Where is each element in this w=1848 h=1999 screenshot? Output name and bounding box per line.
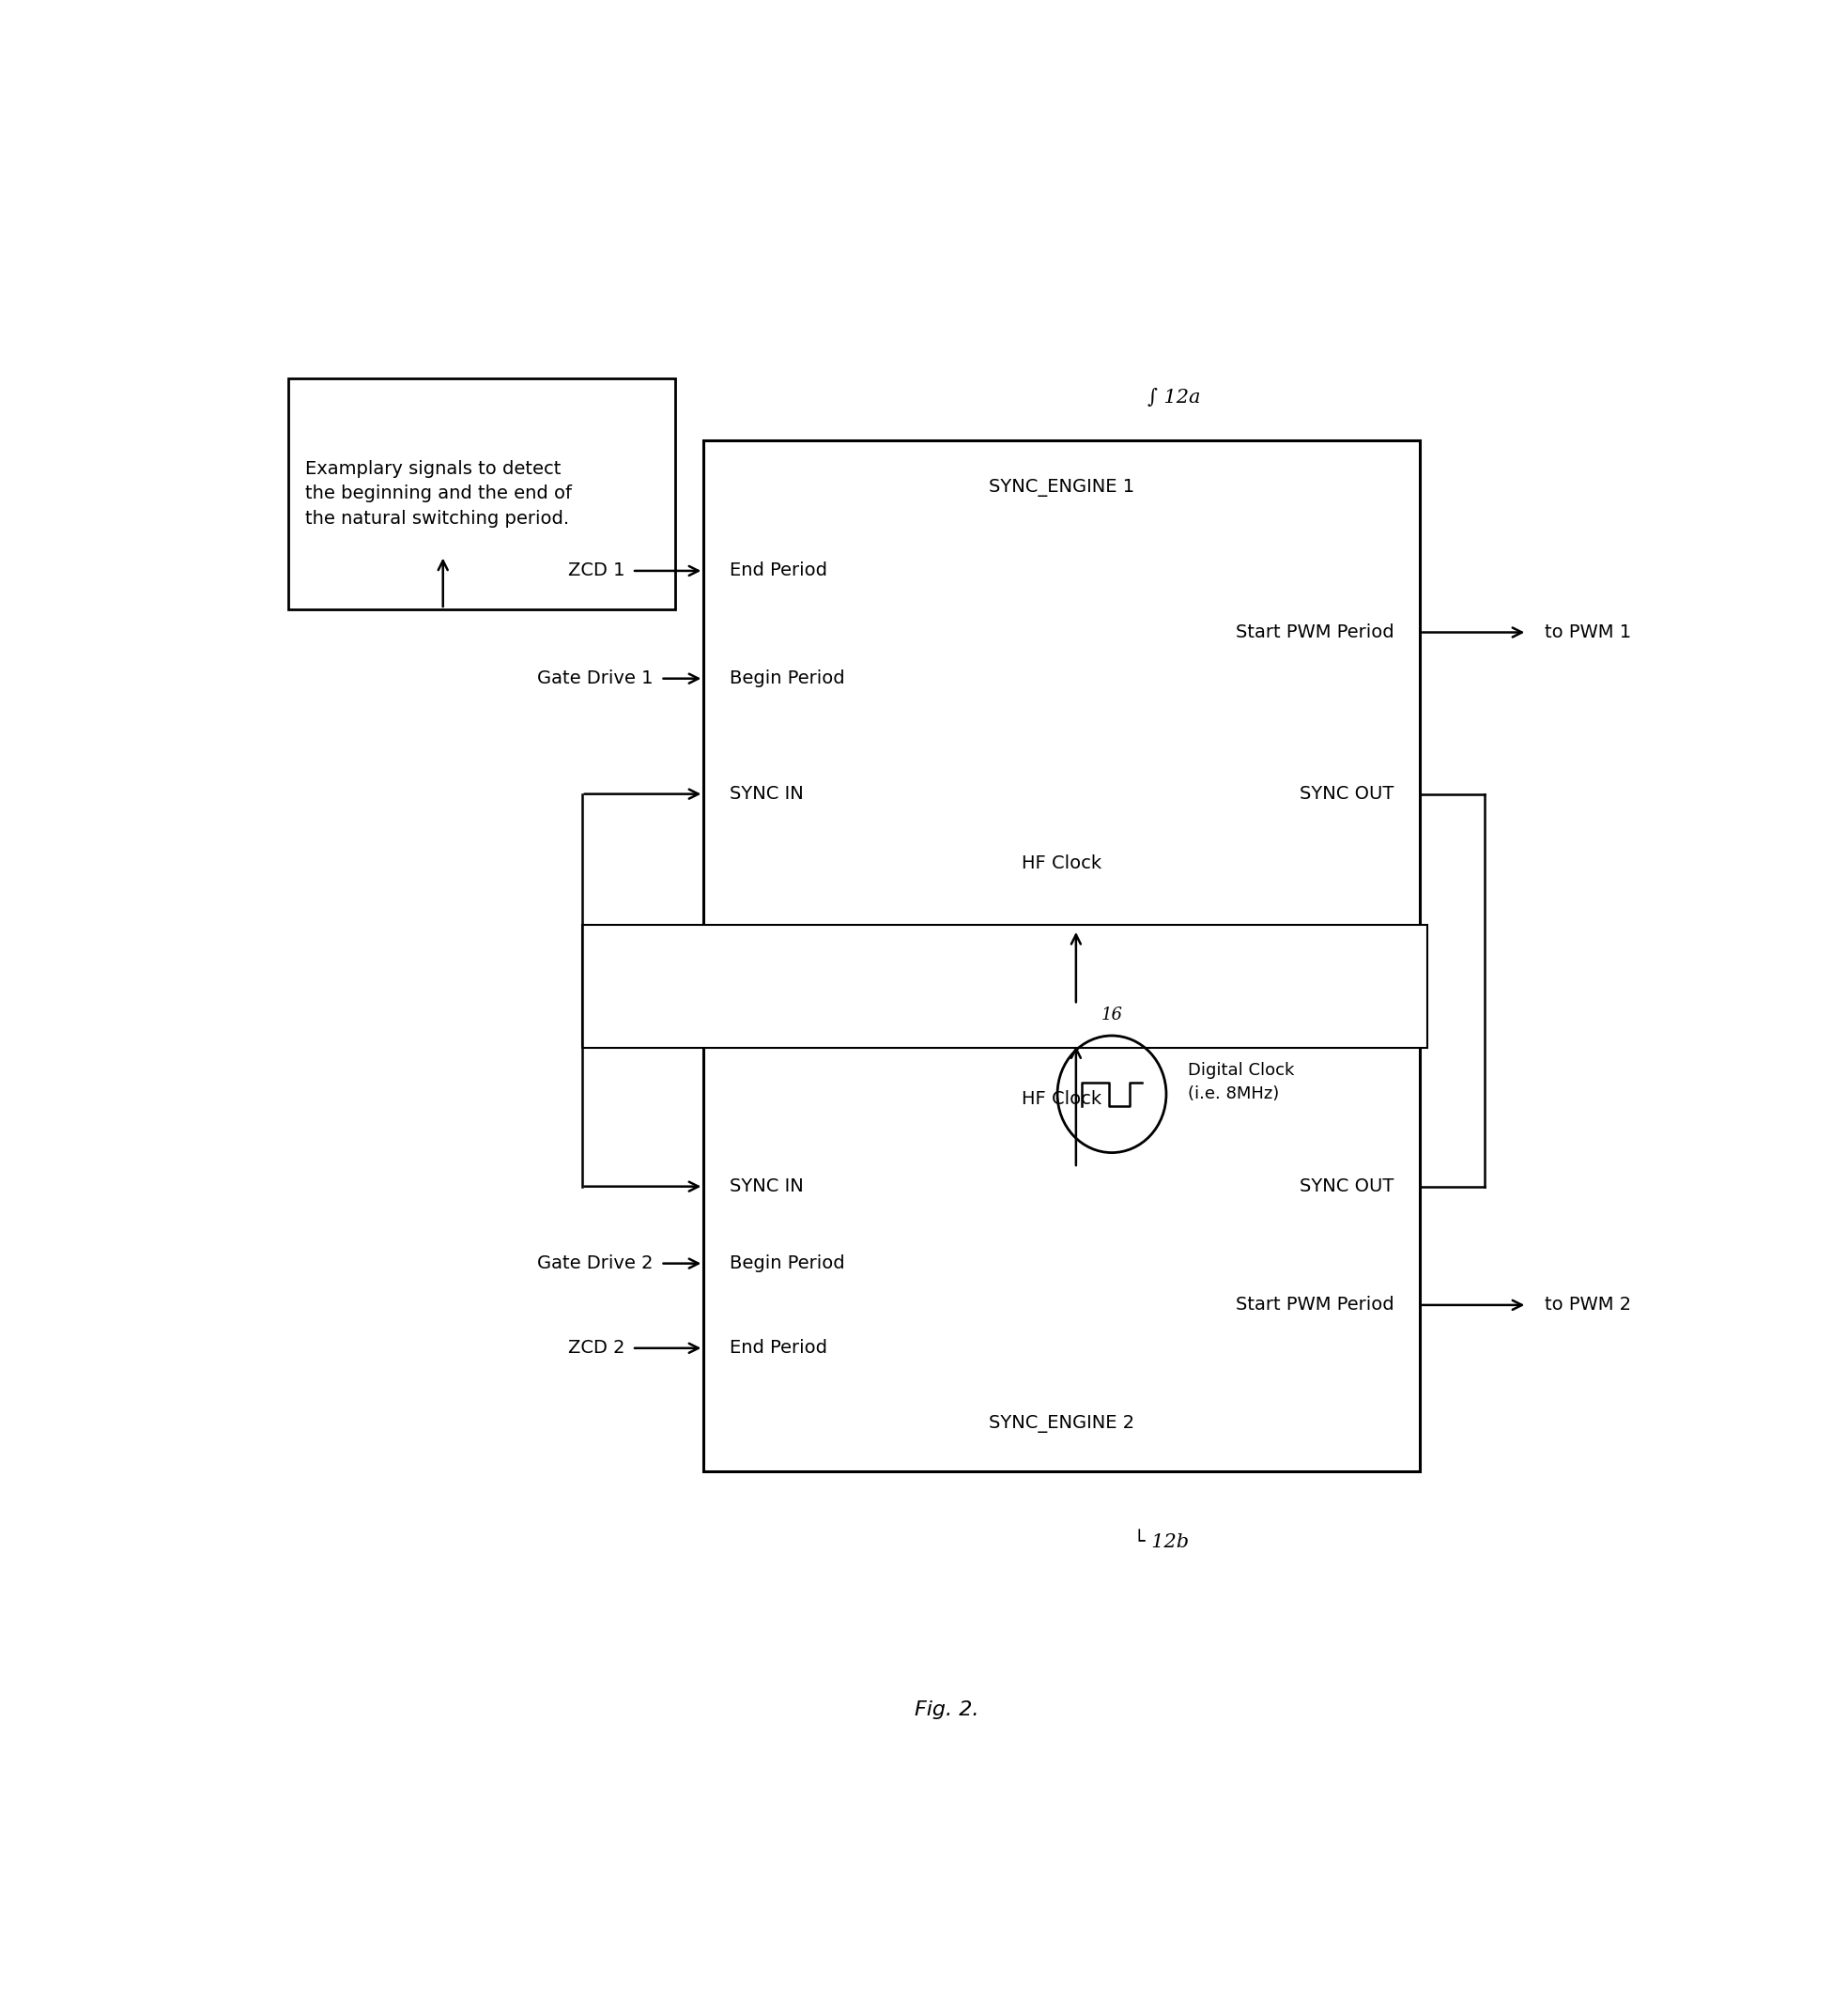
Text: HF Clock: HF Clock (1022, 854, 1101, 872)
Bar (704, 440, 1419, 932)
Text: SYNC OUT: SYNC OUT (1299, 786, 1393, 804)
Text: End Period: End Period (730, 1339, 828, 1357)
Text: ∫ 12a: ∫ 12a (1148, 388, 1201, 406)
Text: ZCD 2: ZCD 2 (567, 1339, 625, 1357)
Text: to PWM 2: to PWM 2 (1545, 1295, 1630, 1313)
Text: Gate Drive 2: Gate Drive 2 (538, 1255, 654, 1273)
Text: Start PWM Period: Start PWM Period (1236, 1295, 1393, 1313)
Text: Begin Period: Begin Period (730, 1255, 845, 1273)
Text: SYNC OUT: SYNC OUT (1299, 1177, 1393, 1195)
Text: Examplary signals to detect
the beginning and the end of
the natural switching p: Examplary signals to detect the beginnin… (305, 460, 573, 528)
Text: ZCD 1: ZCD 1 (567, 562, 625, 580)
Text: Start PWM Period: Start PWM Period (1236, 624, 1393, 642)
Text: SYNC IN: SYNC IN (730, 1177, 804, 1195)
Text: to PWM 1: to PWM 1 (1545, 624, 1630, 642)
Text: SYNC IN: SYNC IN (730, 786, 804, 804)
Text: 16: 16 (1101, 1005, 1122, 1023)
Text: Begin Period: Begin Period (730, 670, 845, 688)
Text: SYNC_ENGINE 1: SYNC_ENGINE 1 (989, 478, 1135, 496)
Text: └ 12b: └ 12b (1133, 1533, 1188, 1551)
Text: Fig. 2.: Fig. 2. (915, 1701, 979, 1719)
Text: Digital Clock
(i.e. 8MHz): Digital Clock (i.e. 8MHz) (1188, 1061, 1294, 1101)
Text: End Period: End Period (730, 562, 828, 580)
Bar (288, 378, 675, 610)
Text: SYNC_ENGINE 2: SYNC_ENGINE 2 (989, 1415, 1135, 1433)
Text: HF Clock: HF Clock (1022, 1089, 1101, 1107)
Text: Gate Drive 1: Gate Drive 1 (538, 670, 654, 688)
Bar (704, 1039, 1419, 1471)
Bar (582, 926, 1427, 1047)
